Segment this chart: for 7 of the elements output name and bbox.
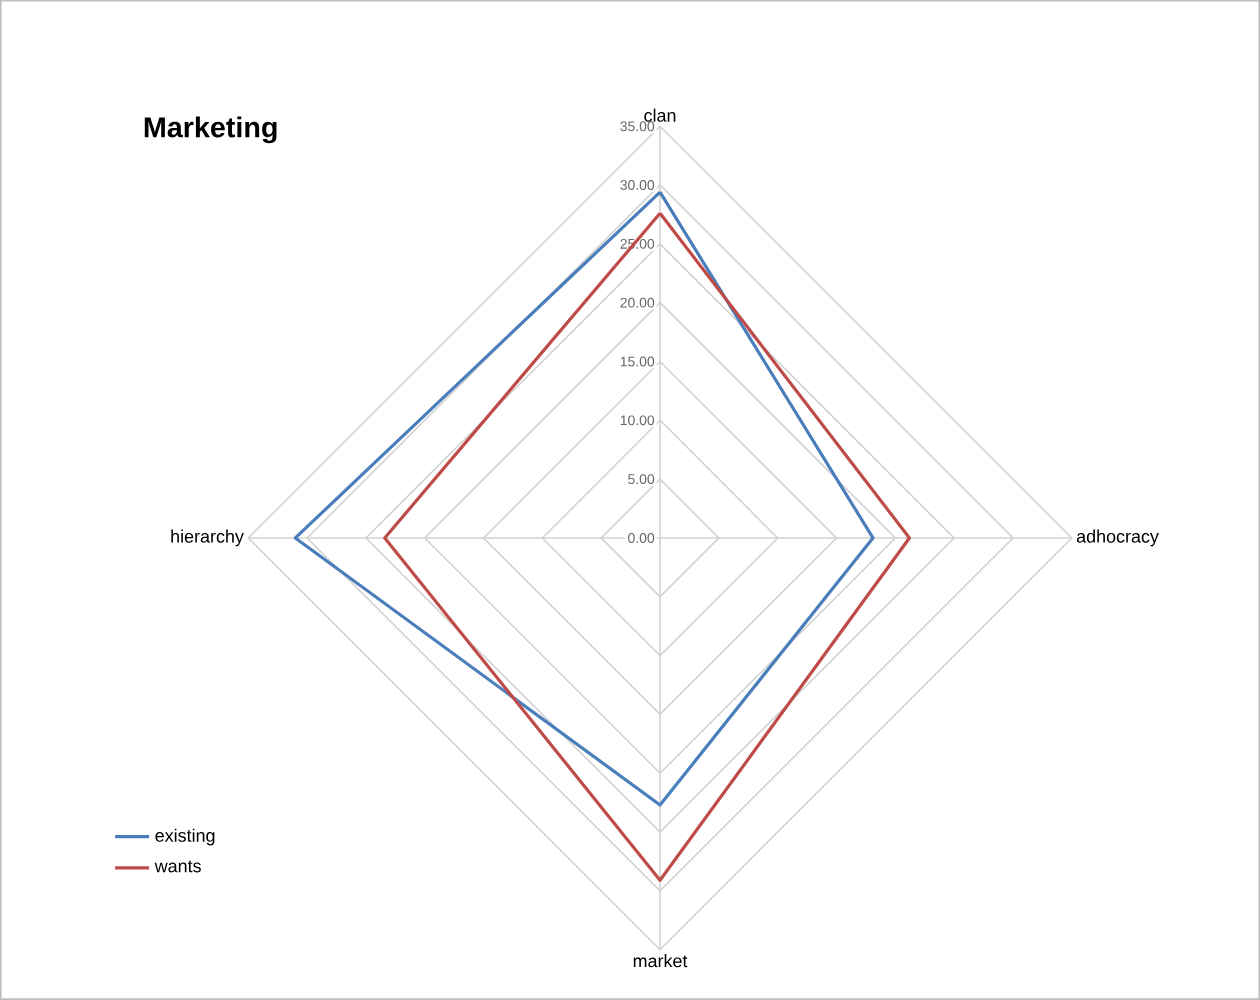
- spoke-label: hierarchy: [171, 529, 244, 547]
- spoke-label: clan: [644, 108, 676, 122]
- legend-label: wants: [154, 860, 201, 873]
- chart-title: Marketing: [144, 116, 277, 144]
- spoke-label: market: [633, 954, 688, 968]
- spoke-label: adhocracy: [1076, 529, 1159, 547]
- legend-label: existing: [155, 828, 215, 846]
